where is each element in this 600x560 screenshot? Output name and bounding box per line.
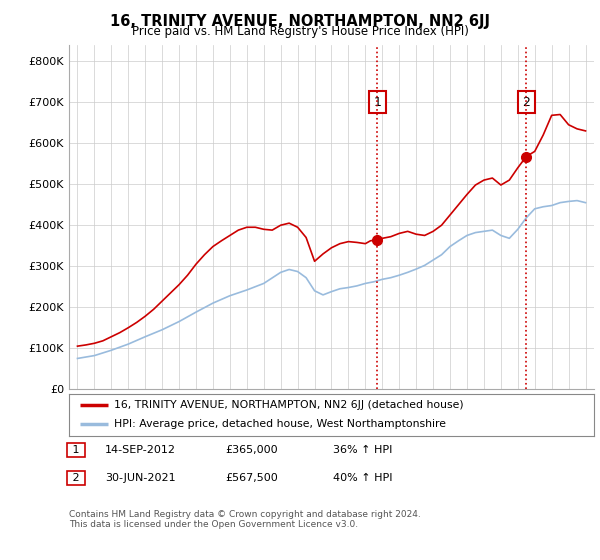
Text: Contains HM Land Registry data © Crown copyright and database right 2024.
This d: Contains HM Land Registry data © Crown c… [69,510,421,529]
Text: 30-JUN-2021: 30-JUN-2021 [105,473,176,483]
Text: 16, TRINITY AVENUE, NORTHAMPTON, NN2 6JJ: 16, TRINITY AVENUE, NORTHAMPTON, NN2 6JJ [110,14,490,29]
Text: 1: 1 [69,445,83,455]
Text: 36% ↑ HPI: 36% ↑ HPI [333,445,392,455]
Text: 14-SEP-2012: 14-SEP-2012 [105,445,176,455]
Text: £567,500: £567,500 [225,473,278,483]
Text: HPI: Average price, detached house, West Northamptonshire: HPI: Average price, detached house, West… [113,419,446,430]
Text: 1: 1 [373,96,382,109]
Text: 2: 2 [523,96,530,109]
Text: £365,000: £365,000 [225,445,278,455]
Text: 16, TRINITY AVENUE, NORTHAMPTON, NN2 6JJ (detached house): 16, TRINITY AVENUE, NORTHAMPTON, NN2 6JJ… [113,400,463,410]
Text: 2: 2 [69,473,83,483]
Text: 40% ↑ HPI: 40% ↑ HPI [333,473,392,483]
Text: Price paid vs. HM Land Registry's House Price Index (HPI): Price paid vs. HM Land Registry's House … [131,25,469,38]
